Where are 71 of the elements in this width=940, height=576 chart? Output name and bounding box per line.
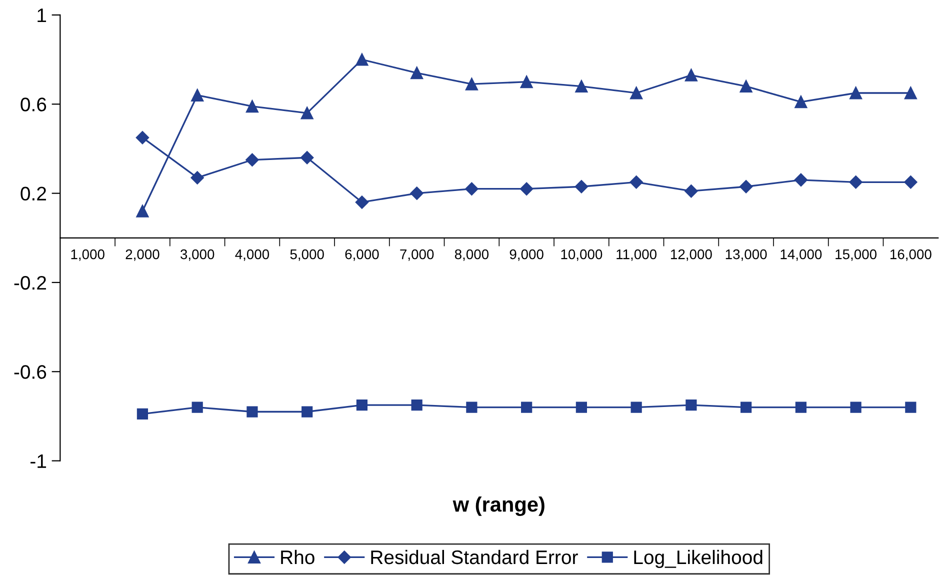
point — [684, 184, 698, 198]
x-tick-label: 1,000 — [71, 249, 104, 261]
point — [300, 106, 314, 120]
point — [795, 402, 806, 413]
point — [574, 180, 588, 194]
point — [302, 406, 313, 418]
point — [466, 402, 478, 413]
x-tick-label: 15,000 — [836, 249, 877, 261]
point — [739, 180, 753, 194]
point — [246, 406, 258, 418]
x-tick-label: 14,000 — [780, 249, 822, 261]
point — [411, 400, 422, 411]
x-axis-title: w (range) — [452, 496, 544, 516]
y-tick-label: -0.6 — [14, 365, 46, 379]
point — [520, 76, 533, 88]
x-tick-label: 6,000 — [345, 249, 379, 261]
point — [794, 96, 808, 108]
x-tick-label: 13,000 — [726, 249, 767, 261]
x-tick-label: 5,000 — [290, 249, 324, 261]
point — [465, 182, 478, 196]
point — [630, 176, 643, 189]
x-tick-label: 2,000 — [126, 249, 160, 261]
x-tick-label: 16,000 — [890, 249, 932, 261]
point — [849, 176, 862, 189]
point — [630, 86, 643, 100]
point — [410, 186, 424, 200]
point — [740, 402, 752, 413]
point — [136, 204, 149, 218]
point — [246, 153, 259, 166]
point — [192, 402, 203, 413]
point — [191, 88, 204, 102]
x-tick-label: 7,000 — [400, 249, 434, 261]
point — [850, 86, 862, 100]
y-tick-label: 0.2 — [20, 186, 46, 201]
legend-label: Rho — [281, 550, 314, 564]
x-tick-label: 10,000 — [561, 249, 602, 261]
legend-label: Residual Standard Error — [371, 550, 578, 564]
point — [190, 171, 204, 184]
point — [575, 80, 588, 93]
y-tick-label: -1 — [30, 454, 46, 468]
point — [904, 86, 917, 100]
point — [300, 151, 314, 164]
point — [794, 173, 808, 187]
point — [686, 400, 697, 411]
point — [356, 400, 368, 411]
x-tick-label: 9,000 — [510, 249, 544, 261]
y-tick-label: -0.2 — [14, 276, 46, 290]
point — [410, 66, 424, 80]
point — [136, 408, 148, 420]
point — [521, 402, 532, 413]
point — [576, 402, 588, 413]
point — [246, 100, 258, 113]
point — [356, 53, 368, 66]
x-tick-label: 4,000 — [235, 249, 270, 261]
point — [355, 196, 369, 209]
point — [904, 176, 918, 189]
x-tick-label: 11,000 — [616, 249, 657, 261]
legend-label: Log_Likelihood — [634, 550, 762, 568]
x-tick-label: 3,000 — [180, 249, 214, 261]
y-tick-label: 1 — [38, 8, 46, 22]
point — [520, 182, 534, 196]
point — [136, 130, 150, 144]
x-tick-label: 8,000 — [454, 249, 489, 261]
point — [630, 402, 642, 413]
point — [905, 402, 916, 413]
y-tick-label: 0.6 — [20, 98, 46, 112]
point — [740, 80, 752, 93]
point — [684, 68, 698, 82]
point — [465, 78, 478, 90]
point — [850, 402, 862, 413]
x-tick-label: 12,000 — [671, 249, 712, 261]
